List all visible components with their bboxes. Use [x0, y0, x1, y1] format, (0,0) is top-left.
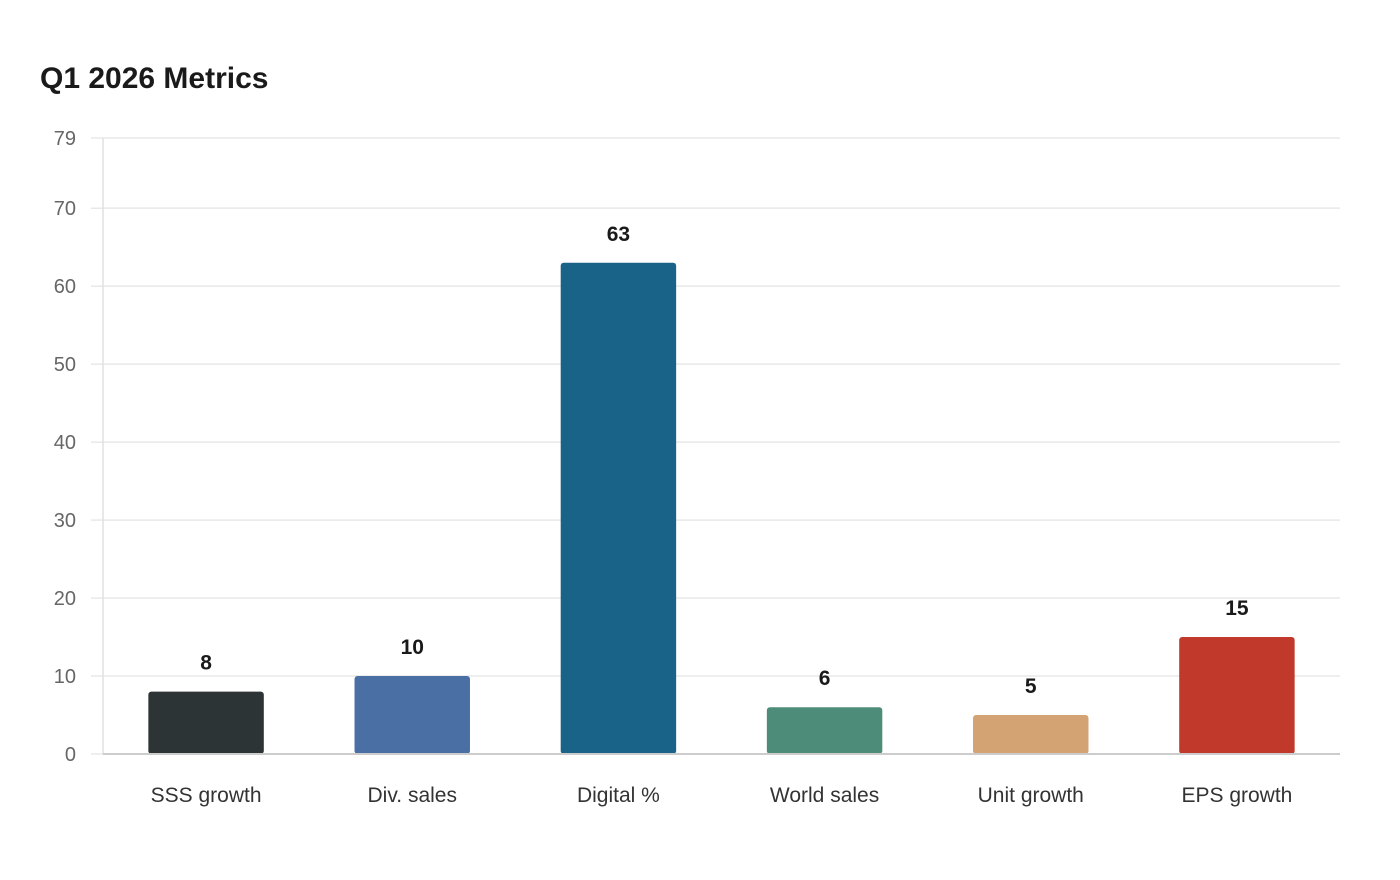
data-label: 5 — [1025, 675, 1037, 698]
data-label: 15 — [1225, 597, 1249, 620]
y-tick-label: 70 — [54, 198, 76, 220]
y-tick-label: 50 — [54, 354, 76, 376]
y-tick-label: 30 — [54, 510, 76, 532]
x-axis: SSS growth Div. sales Digital % World sales… — [103, 753, 1340, 807]
y-tick-label: 20 — [54, 588, 76, 610]
bar — [973, 715, 1089, 754]
bar — [766, 707, 883, 754]
data-label: 8 — [200, 652, 212, 675]
data-label: 10 — [401, 636, 424, 659]
x-tick-label: Unit growth — [978, 784, 1084, 807]
x-tick-label: Div. sales — [368, 784, 457, 807]
data-label: 63 — [607, 223, 630, 246]
bars: 8 10 63 6 5 15 — [148, 223, 1295, 754]
bar — [148, 691, 264, 754]
y-tick-label: 40 — [54, 432, 76, 454]
bar — [560, 262, 677, 754]
y-tick-label: 0 — [65, 744, 76, 766]
x-tick-label: World sales — [770, 784, 879, 807]
y-tick-label: 10 — [54, 666, 76, 688]
gridlines — [91, 137, 1340, 755]
data-label: 6 — [819, 667, 831, 690]
x-tick-label: EPS growth — [1181, 784, 1292, 807]
y-tick-label: 79 — [54, 128, 76, 150]
bar — [354, 676, 470, 754]
y-tick-label: 60 — [54, 276, 76, 298]
x-tick-label: SSS growth — [151, 784, 262, 807]
y-axis: 0 10 20 30 40 50 60 70 79 — [54, 128, 104, 766]
chart-title: Q1 2026 Metrics — [40, 62, 269, 95]
x-tick-label: Digital % — [577, 784, 660, 807]
bar — [1179, 637, 1295, 754]
